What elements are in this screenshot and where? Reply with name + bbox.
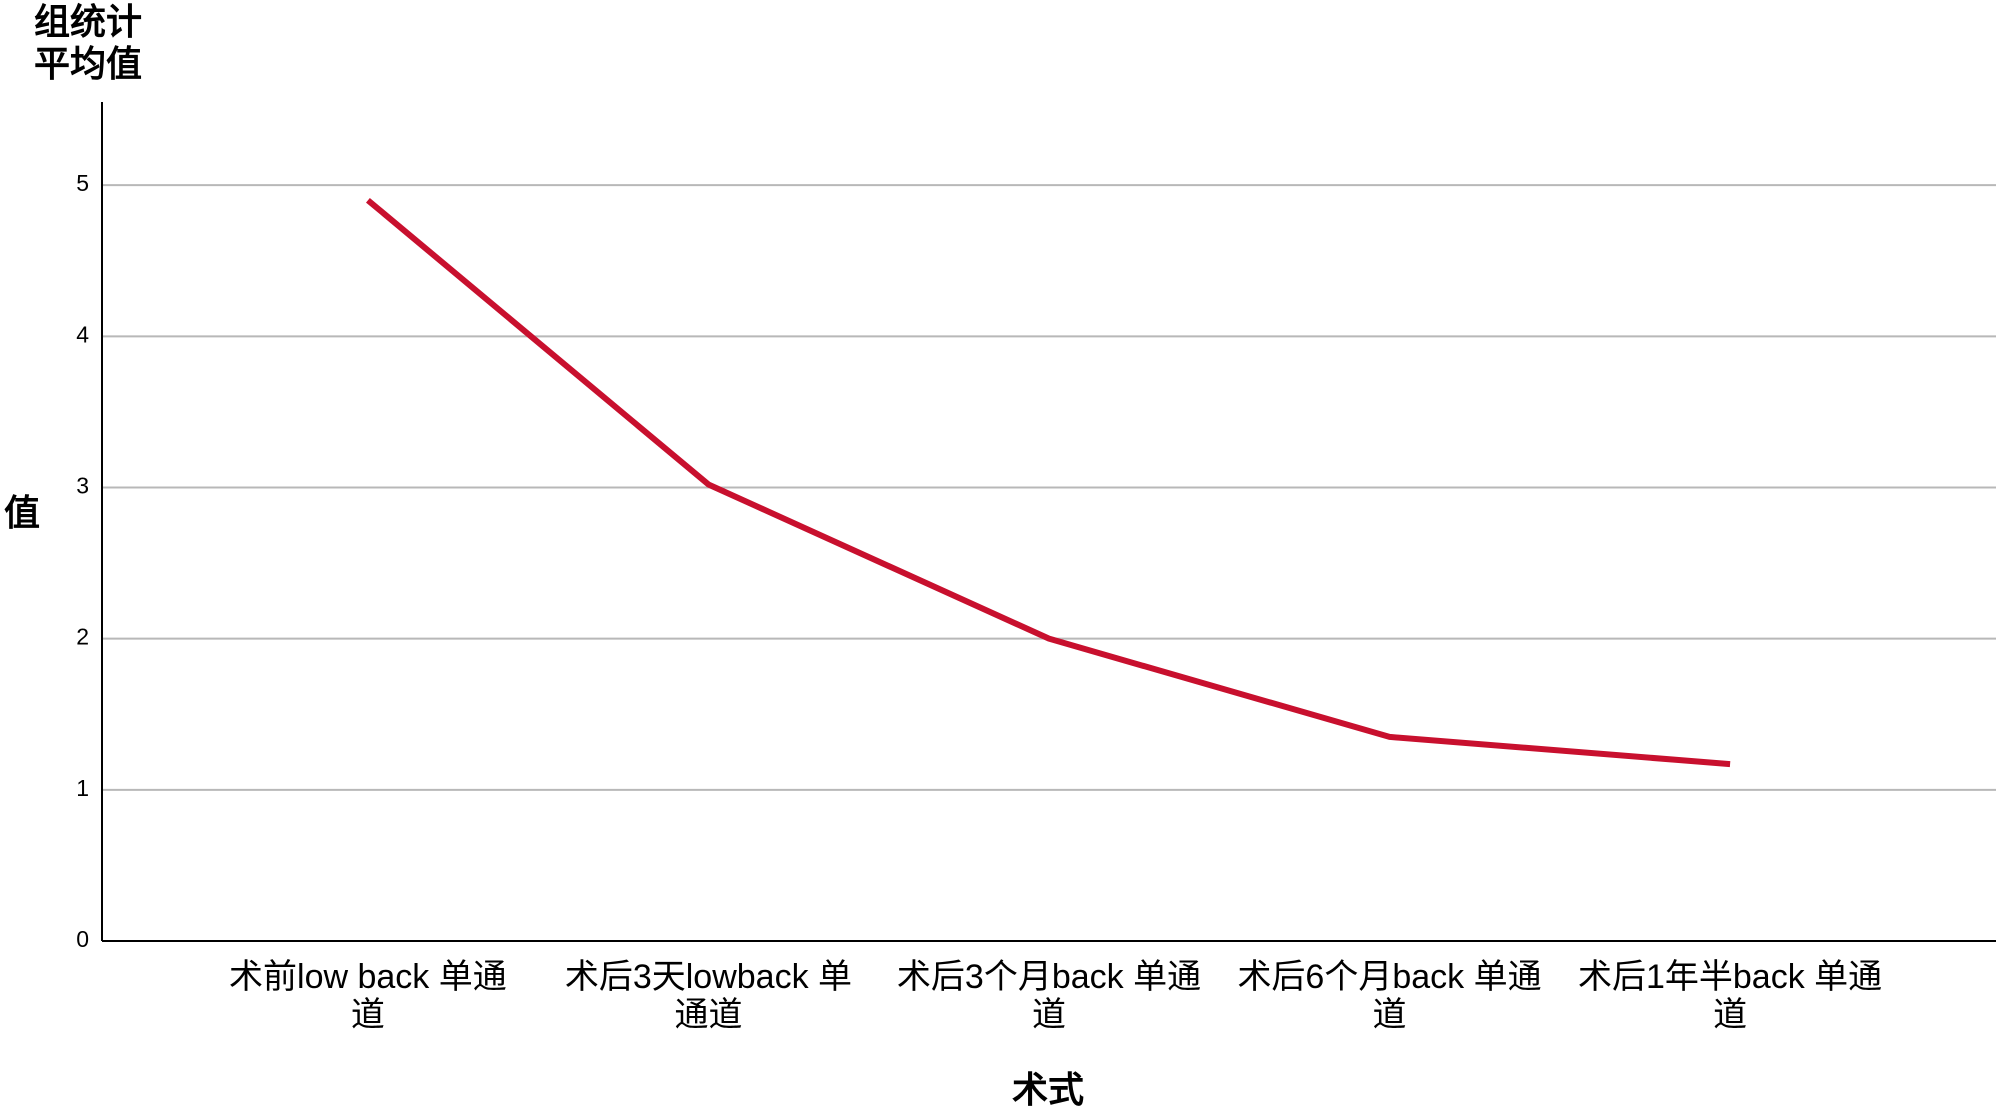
x-tick-label: 术后3个月back 单通道 [896, 958, 1202, 1034]
y-tick-label: 1 [76, 775, 89, 801]
y-tick-label: 5 [76, 170, 89, 196]
x-tick-label: 术后3天lowback 单通道 [564, 958, 853, 1034]
chart-title: 组统计平均值 [34, 2, 143, 85]
y-axis-title: 值 [3, 493, 40, 534]
x-tick-label: 术前low back 单通道 [229, 958, 507, 1034]
x-axis-title: 术式 [1011, 1070, 1084, 1111]
x-tick-label: 术后6个月back 单通道 [1237, 958, 1542, 1034]
y-tick-label: 3 [76, 473, 89, 499]
y-tick-label: 0 [76, 926, 89, 952]
series-line [365, 197, 1731, 768]
y-tick-label: 2 [76, 624, 89, 650]
x-tick-label: 术后1年半back 单通道 [1577, 958, 1883, 1034]
y-tick-label: 4 [76, 321, 89, 347]
